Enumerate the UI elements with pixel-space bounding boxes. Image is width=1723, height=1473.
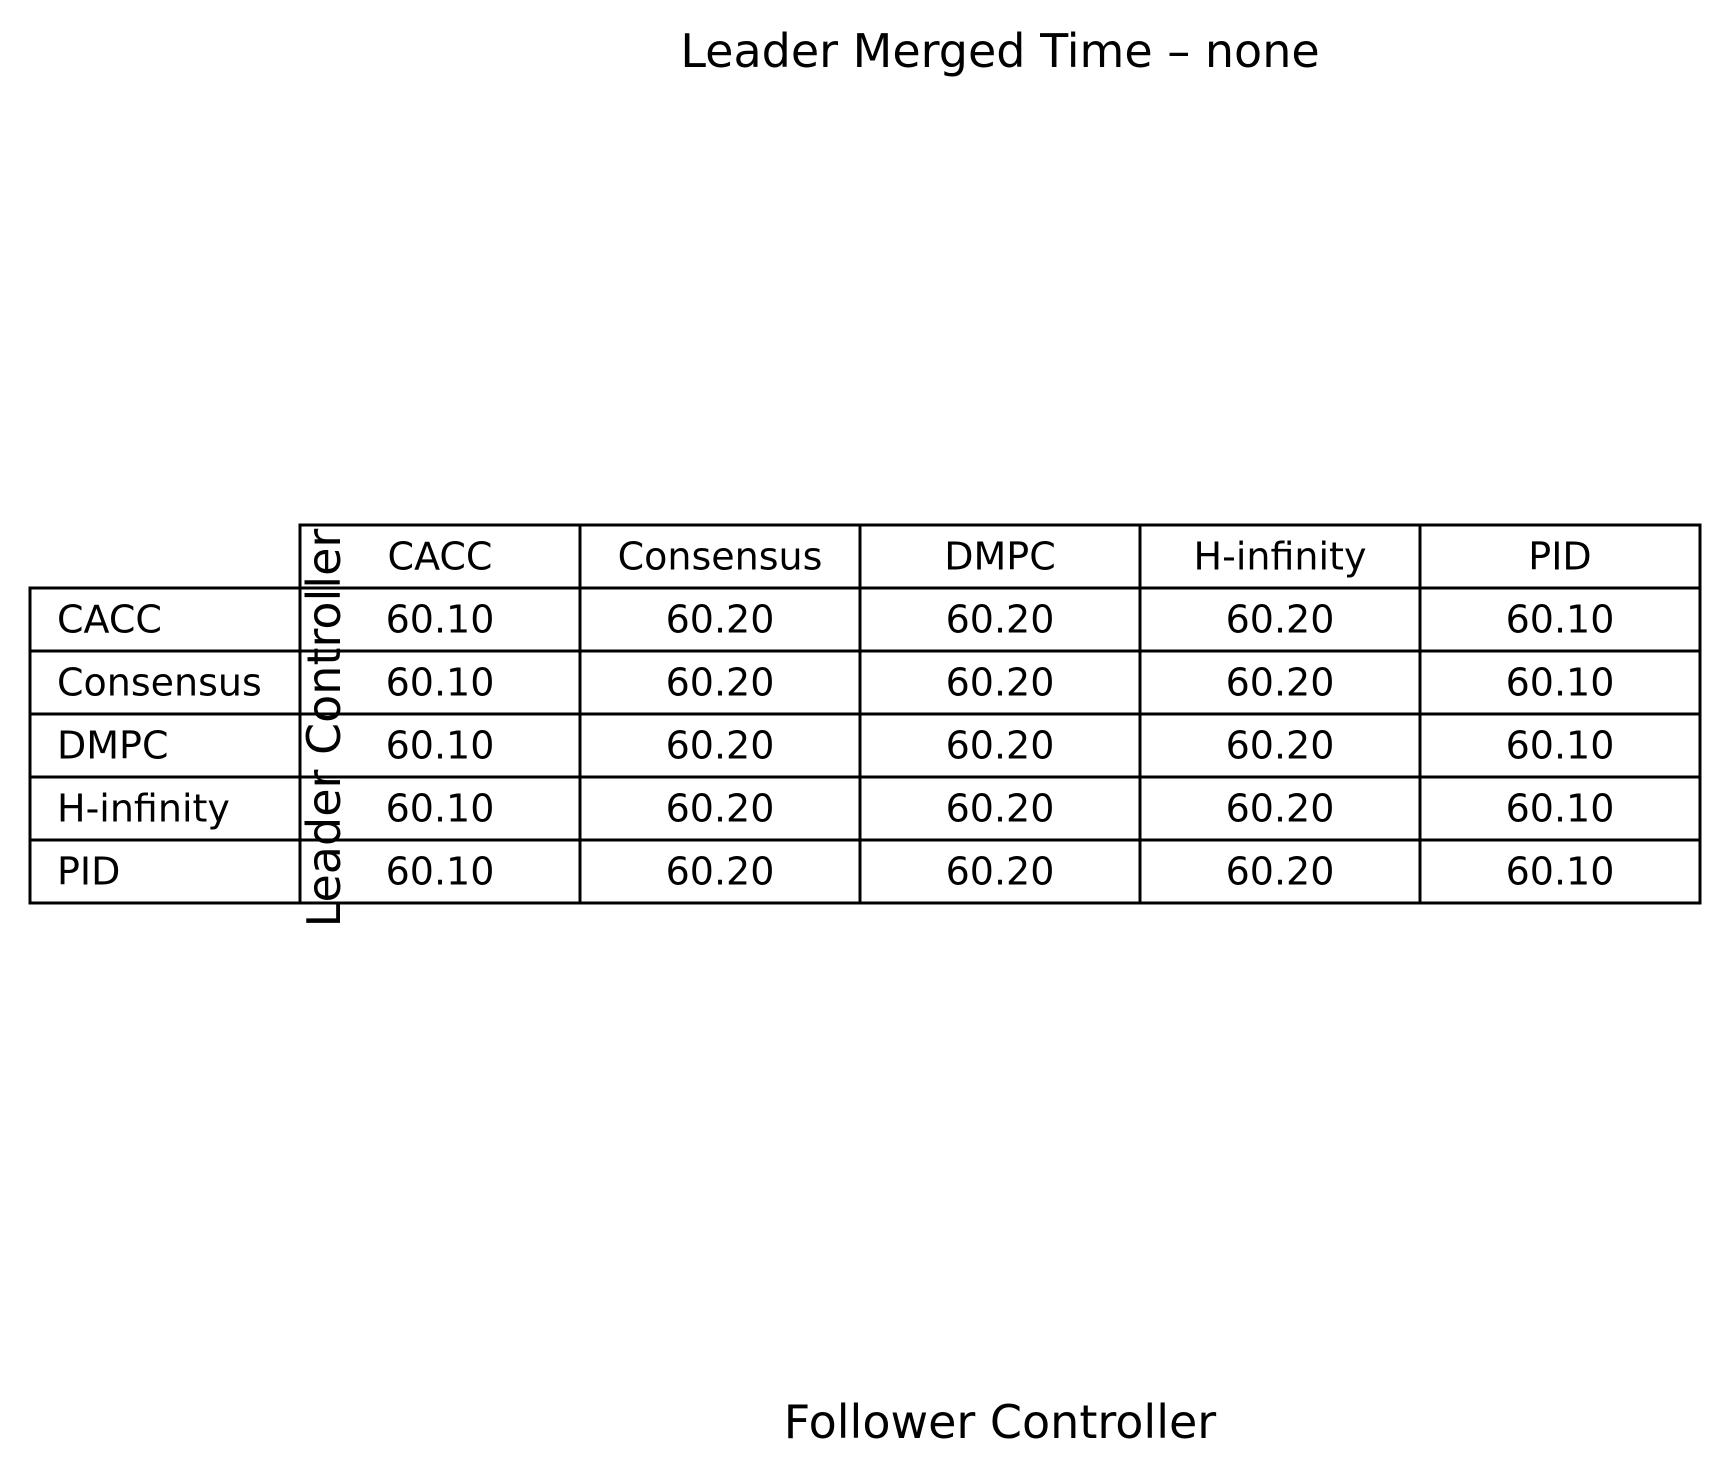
cell-value: 60.20 xyxy=(946,787,1055,831)
cell-value: 60.10 xyxy=(386,850,495,894)
row-header-label: PID xyxy=(57,850,120,894)
cell-value: 60.20 xyxy=(1226,724,1335,768)
row-header-cell xyxy=(28,649,302,716)
table-cell xyxy=(1138,586,1422,653)
column-header-label: PID xyxy=(1528,535,1591,579)
x-axis-label: Follower Controller xyxy=(784,1395,1216,1449)
cell-value: 60.10 xyxy=(386,787,495,831)
cell-value: 60.20 xyxy=(666,661,775,705)
cell-value: 60.20 xyxy=(946,850,1055,894)
table-cell xyxy=(1418,649,1702,716)
table-cell xyxy=(1418,586,1702,653)
row-header-label: H-infinity xyxy=(57,787,230,831)
cell-value: 60.20 xyxy=(1226,598,1335,642)
table-cell xyxy=(1138,775,1422,842)
cell-value: 60.10 xyxy=(386,724,495,768)
table-cell xyxy=(1418,838,1702,905)
table-cell xyxy=(1138,838,1422,905)
cell-value: 60.10 xyxy=(386,598,495,642)
row-header-label: DMPC xyxy=(57,724,169,768)
column-header-cell xyxy=(578,523,862,590)
cell-value: 60.20 xyxy=(946,661,1055,705)
table-cell xyxy=(1138,712,1422,779)
row-header-cell xyxy=(28,712,302,779)
table-cell xyxy=(578,649,862,716)
column-header-label: H-infinity xyxy=(1194,535,1367,579)
cell-value: 60.10 xyxy=(1506,598,1615,642)
row-header-label: Consensus xyxy=(57,661,262,705)
table-cell xyxy=(1138,649,1422,716)
cell-value: 60.20 xyxy=(946,724,1055,768)
column-header-label: Consensus xyxy=(618,535,823,579)
cell-value: 60.20 xyxy=(1226,787,1335,831)
table-cell xyxy=(298,712,582,779)
cell-value: 60.20 xyxy=(666,724,775,768)
cell-value: 60.20 xyxy=(666,787,775,831)
table-cell xyxy=(858,712,1142,779)
row-header-label: CACC xyxy=(57,598,162,642)
cell-value: 60.10 xyxy=(1506,787,1615,831)
cell-value: 60.10 xyxy=(1506,661,1615,705)
cell-value: 60.20 xyxy=(946,598,1055,642)
cell-value: 60.20 xyxy=(1226,661,1335,705)
cell-value: 60.10 xyxy=(1506,724,1615,768)
table-cell xyxy=(858,775,1142,842)
column-header-label: DMPC xyxy=(944,535,1056,579)
row-header-cell xyxy=(28,586,302,653)
column-header-cell xyxy=(298,523,582,590)
table-cell xyxy=(578,712,862,779)
cell-value: 60.20 xyxy=(666,598,775,642)
table-cell xyxy=(298,838,582,905)
column-header-label: CACC xyxy=(388,535,493,579)
table-cell xyxy=(1418,712,1702,779)
table-cell xyxy=(578,586,862,653)
cell-value: 60.20 xyxy=(1226,850,1335,894)
cell-value: 60.20 xyxy=(666,850,775,894)
table-cell xyxy=(1418,775,1702,842)
cell-value: 60.10 xyxy=(1506,850,1615,894)
data-table: CACC Consensus DMPC H-infinity PID CACC 60.10 6… xyxy=(28,523,1702,905)
y-axis-label: Leader Controller xyxy=(297,529,351,928)
cell-value: 60.10 xyxy=(386,661,495,705)
chart-title: Leader Merged Time – none xyxy=(680,24,1319,78)
